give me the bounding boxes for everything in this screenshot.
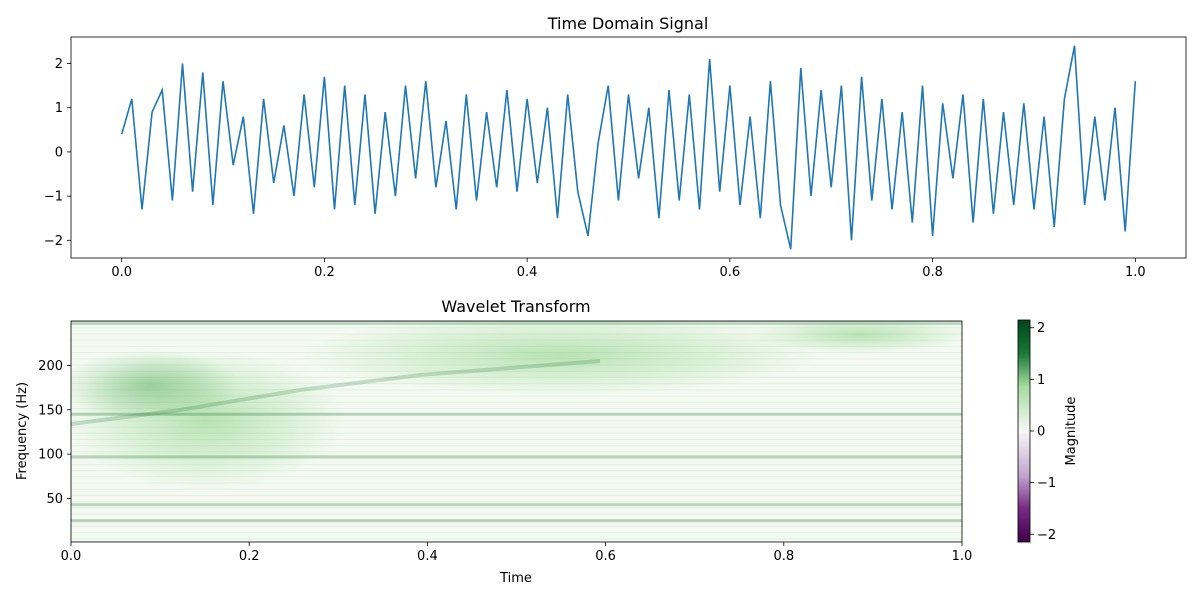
wavelet-axes-frame [70,320,963,543]
wavelet-texture-line [71,482,962,484]
wavelet-texture-line [71,333,962,335]
colorbar-tick-label: −1 [1037,476,1056,491]
colorbar-ticks: −2 −1 0 1 2 [1030,321,1056,543]
wavelet-texture-line [71,439,962,441]
time-domain-y-ticks: −2 −1 0 1 2 [44,57,71,249]
wavelet-texture-line [71,519,962,521]
wavelet-texture-line [71,463,962,465]
colorbar-label: Magnitude [1064,397,1079,466]
wavelet-texture-line [71,507,962,509]
wavelet-frequency-band [71,519,962,523]
wavelet-texture-line [71,432,962,434]
time-domain-x-ticks: 0.0 0.2 0.4 0.6 0.8 1.0 [111,258,1146,280]
colorbar-gradient [1017,319,1031,543]
wavelet-texture-line [71,327,962,329]
wavelet-texture-line [71,451,962,453]
wavelet-texture-line [71,513,962,515]
wavelet-y-tick-label: 150 [38,403,63,418]
wavelet-texture-line [71,532,962,534]
time-y-tick-label: 0 [55,145,63,160]
wavelet-texture-line [71,407,962,409]
time-y-tick-label: 2 [55,57,63,72]
wavelet-texture-line [71,538,962,540]
wavelet-texture-line [71,376,962,378]
wavelet-texture-line [71,488,962,490]
wavelet-texture-line [71,494,962,496]
wavelet-texture-line [71,358,962,360]
wavelet-texture-line [71,476,962,478]
wavelet-texture-line [71,352,962,354]
wavelet-texture-line [71,364,962,366]
colorbar: −2 −1 0 1 2 Magnitude [1017,319,1079,543]
wavelet-x-label: Time [499,571,532,586]
wavelet-texture-line [71,389,962,391]
wavelet-texture-line [71,414,962,416]
wavelet-x-tick-label: 0.4 [417,549,438,564]
wavelet-frequency-band [71,412,962,416]
wavelet-title: Wavelet Transform [441,297,590,316]
time-x-tick-label: 0.0 [111,265,132,280]
colorbar-tick-label: −2 [1037,528,1056,543]
wavelet-texture-line [71,401,962,403]
wavelet-x-tick-label: 0.6 [595,549,616,564]
wavelet-x-tick-label: 1.0 [952,549,973,564]
colorbar-tick-label: 2 [1037,321,1045,336]
wavelet-frequency-band [71,503,962,507]
time-x-tick-label: 0.4 [517,265,538,280]
wavelet-chirp-ridge [71,359,601,426]
colorbar-tick-label: 1 [1037,373,1045,388]
time-y-tick-label: −1 [44,190,63,205]
wavelet-texture-line [71,395,962,397]
wavelet-y-label: Frequency (Hz) [15,382,30,480]
time-domain-axes-frame [70,36,1187,259]
wavelet-texture-line [71,470,962,472]
wavelet-heatmap [71,321,962,542]
wavelet-y-tick-label: 200 [38,359,63,374]
wavelet-texture-line [71,526,962,528]
wavelet-texture-line [71,501,962,503]
wavelet-chart: Wavelet Transform 0.0 0.2 0.4 0.6 0.8 1.0 50 1… [15,297,972,586]
time-x-tick-label: 0.6 [720,265,741,280]
time-domain-title: Time Domain Signal [547,14,709,33]
wavelet-y-tick-label: 50 [46,492,63,507]
wavelet-y-tick-label: 100 [38,448,63,463]
wavelet-frequency-band [71,455,962,459]
wavelet-texture-line [71,445,962,447]
time-domain-chart: Time Domain Signal 0.0 0.2 0.4 0.6 0.8 1.0 −2… [44,14,1187,280]
wavelet-x-ticks: 0.0 0.2 0.4 0.6 0.8 1.0 [61,542,973,564]
wavelet-texture-line [71,345,962,347]
time-x-tick-label: 0.8 [922,265,943,280]
wavelet-x-tick-label: 0.0 [61,549,82,564]
wavelet-y-ticks: 50 100 150 200 [38,359,71,507]
time-y-tick-label: 1 [55,101,63,116]
colorbar-tick-label: 0 [1037,425,1045,440]
wavelet-texture-line [71,383,962,385]
wavelet-top-edge [71,321,962,325]
time-y-tick-label: −2 [44,234,63,249]
wavelet-texture-line [71,457,962,459]
wavelet-texture-line [71,426,962,428]
wavelet-texture-line [71,370,962,372]
signal-line [120,45,1137,250]
wavelet-x-tick-label: 0.8 [773,549,794,564]
wavelet-texture-line [71,339,962,341]
time-x-tick-label: 0.2 [314,265,335,280]
time-x-tick-label: 1.0 [1125,265,1146,280]
wavelet-texture-line [71,420,962,422]
wavelet-x-tick-label: 0.2 [239,549,260,564]
